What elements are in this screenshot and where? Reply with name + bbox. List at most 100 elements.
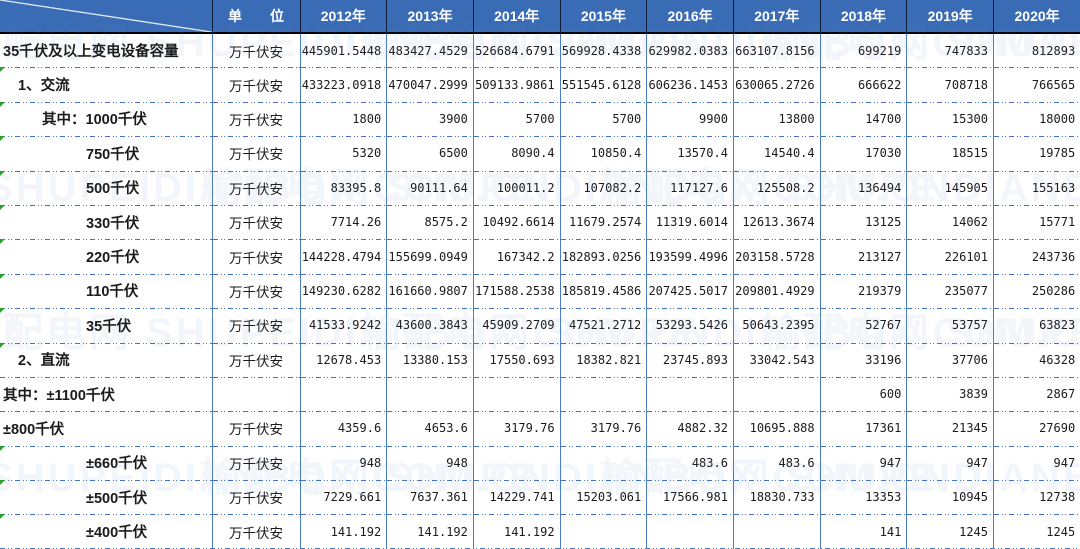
value-cell-2016[interactable]: 207425.5017 (646, 273, 734, 309)
row-unit-cell[interactable]: 万千伏安 (211, 480, 300, 515)
value-cell-2019[interactable]: 1245 (906, 514, 994, 549)
value-cell-2018[interactable]: 141 (819, 514, 907, 549)
value-cell-2017[interactable] (732, 376, 821, 412)
value-cell-2016[interactable]: 53293.5426 (646, 308, 734, 343)
value-cell-2019[interactable]: 15300 (906, 101, 994, 137)
value-cell-2015[interactable]: 15203.061 (559, 480, 647, 515)
value-cell-2015[interactable]: 182893.0256 (559, 239, 647, 274)
value-cell-2015[interactable]: 10850.4 (559, 136, 647, 171)
value-cell-2013[interactable]: 141.192 (386, 514, 474, 549)
value-cell-2014[interactable]: 10492.6614 (472, 204, 561, 240)
value-cell-2017[interactable]: 483.6 (732, 445, 821, 481)
value-cell-2018[interactable]: 136494 (819, 170, 907, 205)
value-cell-2020[interactable]: 63823 (993, 308, 1080, 343)
value-cell-2020[interactable]: 250286 (993, 273, 1080, 309)
value-cell-2016[interactable]: 11319.6014 (646, 204, 734, 240)
value-cell-2012[interactable]: 144228.4794 (299, 239, 387, 274)
value-cell-2019[interactable]: 53757 (906, 308, 994, 343)
value-cell-2019[interactable]: 3839 (906, 376, 994, 412)
value-cell-2012[interactable]: 4359.6 (299, 411, 387, 446)
row-label-cell[interactable]: 其中：±1100千伏 (0, 376, 212, 412)
value-cell-2019[interactable]: 14062 (906, 204, 994, 240)
value-cell-2018[interactable]: 14700 (819, 101, 907, 137)
row-unit-cell[interactable]: 万千伏安 (211, 136, 300, 171)
value-cell-2019[interactable]: 37706 (906, 342, 994, 377)
value-cell-2015[interactable]: 185819.4586 (559, 273, 647, 309)
value-cell-2019[interactable]: 226101 (906, 239, 994, 274)
value-cell-2019[interactable]: 21345 (906, 411, 994, 446)
row-label-cell[interactable]: 1、交流 (0, 67, 212, 102)
row-unit-cell[interactable]: 万千伏安 (211, 239, 300, 274)
value-cell-2016[interactable]: 193599.4996 (646, 239, 734, 274)
row-label-cell[interactable]: 110千伏 (0, 273, 212, 309)
value-cell-2020[interactable]: 947 (993, 445, 1080, 481)
value-cell-2017[interactable]: 18830.733 (732, 480, 821, 515)
year-header-2019[interactable]: 2019年 (906, 0, 994, 34)
value-cell-2017[interactable]: 50643.2395 (732, 308, 821, 343)
value-cell-2014[interactable]: 171588.2538 (472, 273, 561, 309)
value-cell-2018[interactable]: 17030 (819, 136, 907, 171)
value-cell-2014[interactable]: 45909.2709 (472, 308, 561, 343)
value-cell-2018[interactable]: 13125 (819, 204, 907, 240)
value-cell-2015[interactable]: 551545.6128 (559, 67, 647, 102)
value-cell-2016[interactable]: 483.6 (646, 445, 734, 481)
value-cell-2020[interactable]: 27690 (993, 411, 1080, 446)
value-cell-2016[interactable]: 4882.32 (646, 411, 734, 446)
value-cell-2015[interactable]: 107082.2 (559, 170, 647, 205)
row-label-cell[interactable]: 其中：1000千伏 (0, 101, 212, 137)
value-cell-2012[interactable]: 141.192 (299, 514, 387, 549)
value-cell-2012[interactable]: 5320 (299, 136, 387, 171)
row-label-cell[interactable]: 35千伏 (0, 308, 212, 343)
value-cell-2013[interactable]: 4653.6 (386, 411, 474, 446)
value-cell-2016[interactable]: 629982.0383 (646, 33, 734, 68)
value-cell-2020[interactable]: 766565 (993, 67, 1080, 102)
year-header-2020[interactable]: 2020年 (993, 0, 1080, 34)
value-cell-2016[interactable]: 13570.4 (646, 136, 734, 171)
row-label-cell[interactable]: ±400千伏 (0, 514, 212, 549)
value-cell-2019[interactable]: 145905 (906, 170, 994, 205)
value-cell-2013[interactable]: 7637.361 (386, 480, 474, 515)
value-cell-2018[interactable]: 699219 (819, 33, 907, 68)
value-cell-2013[interactable]: 13380.153 (386, 342, 474, 377)
value-cell-2017[interactable]: 13800 (732, 101, 821, 137)
row-label-cell[interactable]: 330千伏 (0, 204, 212, 240)
value-cell-2012[interactable]: 83395.8 (299, 170, 387, 205)
value-cell-2012[interactable]: 41533.9242 (299, 308, 387, 343)
value-cell-2013[interactable]: 3900 (386, 101, 474, 137)
value-cell-2019[interactable]: 235077 (906, 273, 994, 309)
value-cell-2013[interactable]: 6500 (386, 136, 474, 171)
row-unit-cell[interactable]: 万千伏安 (211, 342, 300, 377)
row-unit-cell[interactable]: 万千伏安 (211, 273, 300, 309)
value-cell-2020[interactable]: 812893 (993, 33, 1080, 68)
value-cell-2014[interactable]: 100011.2 (472, 170, 561, 205)
row-label-cell[interactable]: ±800千伏 (0, 411, 212, 446)
row-unit-cell[interactable]: 万千伏安 (211, 170, 300, 205)
year-header-2017[interactable]: 2017年 (732, 0, 821, 34)
value-cell-2015[interactable]: 18382.821 (559, 342, 647, 377)
value-cell-2020[interactable]: 18000 (993, 101, 1080, 137)
value-cell-2019[interactable]: 708718 (906, 67, 994, 102)
row-label-cell[interactable]: 220千伏 (0, 239, 212, 274)
value-cell-2014[interactable] (472, 376, 561, 412)
value-cell-2019[interactable]: 747833 (906, 33, 994, 68)
value-cell-2018[interactable]: 666622 (819, 67, 907, 102)
row-unit-cell[interactable]: 万千伏安 (211, 445, 300, 481)
value-cell-2013[interactable]: 483427.4529 (386, 33, 474, 68)
value-cell-2017[interactable]: 125508.2 (732, 170, 821, 205)
value-cell-2016[interactable]: 9900 (646, 101, 734, 137)
value-cell-2013[interactable] (386, 376, 474, 412)
value-cell-2015[interactable]: 3179.76 (559, 411, 647, 446)
value-cell-2020[interactable]: 46328 (993, 342, 1080, 377)
value-cell-2015[interactable]: 11679.2574 (559, 204, 647, 240)
value-cell-2014[interactable]: 3179.76 (472, 411, 561, 446)
value-cell-2014[interactable]: 5700 (472, 101, 561, 137)
row-unit-cell[interactable]: 万千伏安 (211, 101, 300, 137)
value-cell-2013[interactable]: 470047.2999 (386, 67, 474, 102)
value-cell-2017[interactable]: 14540.4 (732, 136, 821, 171)
year-header-2015[interactable]: 2015年 (559, 0, 647, 34)
row-label-cell[interactable]: 35千伏及以上变电设备容量 (3, 44, 179, 61)
value-cell-2015[interactable]: 5700 (559, 101, 647, 137)
value-cell-2020[interactable]: 2867 (993, 376, 1080, 412)
value-cell-2012[interactable]: 445901.5448 (299, 33, 387, 68)
value-cell-2013[interactable]: 948 (386, 445, 474, 481)
